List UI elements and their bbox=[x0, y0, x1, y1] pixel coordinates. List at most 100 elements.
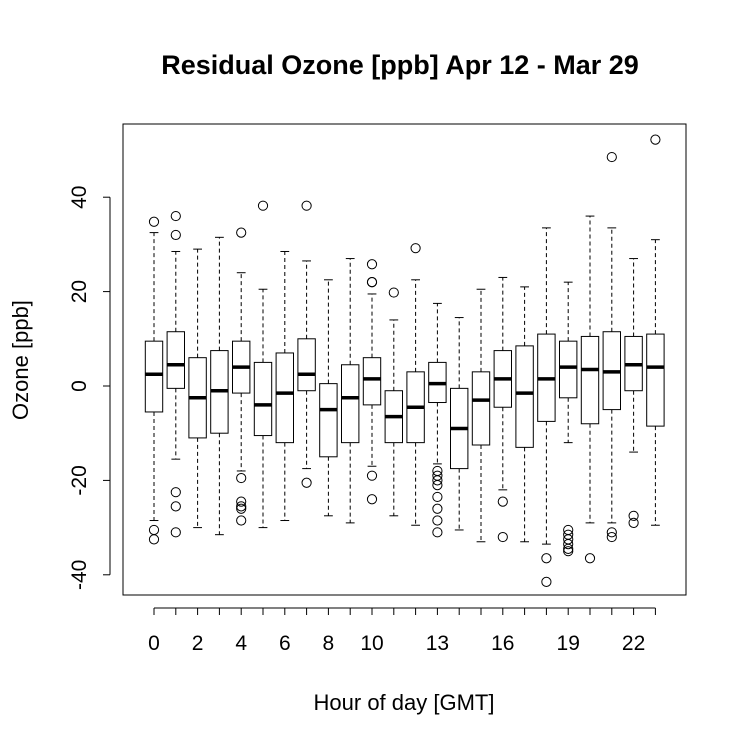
outlier-point bbox=[366, 259, 378, 270]
boxes-layer bbox=[144, 134, 665, 587]
box-hour-14 bbox=[450, 317, 469, 531]
outlier-point bbox=[432, 515, 443, 526]
box-hour-0 bbox=[144, 216, 164, 545]
outlier-point bbox=[148, 216, 160, 227]
iqr-box bbox=[166, 331, 186, 389]
y-tick-label: 20 bbox=[68, 280, 91, 303]
x-tick-label: 4 bbox=[235, 632, 247, 655]
box-hour-17 bbox=[515, 286, 534, 543]
outlier-point bbox=[170, 501, 181, 512]
outlier-point bbox=[148, 524, 160, 536]
iqr-box bbox=[362, 357, 382, 406]
box-hour-10 bbox=[362, 259, 382, 505]
y-tick-label: 40 bbox=[68, 186, 91, 209]
box-hour-9 bbox=[341, 258, 360, 524]
outlier-point bbox=[236, 515, 247, 526]
outlier-point bbox=[432, 491, 443, 503]
outlier-point bbox=[432, 527, 443, 538]
outlier-point bbox=[541, 576, 552, 587]
x-tick-label: 0 bbox=[148, 632, 160, 655]
outlier-point bbox=[563, 543, 574, 554]
box-hour-16 bbox=[493, 276, 513, 543]
x-axis: 0 2 4 6 8 10 13 16 19 22 bbox=[148, 607, 656, 655]
outlier-point bbox=[301, 477, 312, 488]
y-axis: -40 -20 0 20 40 bbox=[68, 186, 111, 590]
box-hour-19 bbox=[559, 281, 578, 557]
outlier-point bbox=[650, 134, 661, 145]
outlier-point bbox=[432, 503, 443, 514]
iqr-box bbox=[319, 383, 338, 458]
x-tick-label: 6 bbox=[279, 632, 291, 655]
box-hour-7 bbox=[297, 200, 316, 488]
outlier-point bbox=[606, 527, 617, 538]
x-tick-label: 13 bbox=[426, 632, 449, 655]
y-tick-label: -40 bbox=[68, 560, 91, 590]
iqr-box bbox=[253, 361, 273, 437]
outlier-point bbox=[628, 517, 639, 528]
box-hour-11 bbox=[384, 287, 404, 517]
outlier-point bbox=[170, 487, 181, 498]
outlier-point bbox=[170, 210, 181, 222]
iqr-box bbox=[297, 338, 316, 392]
x-tick-label: 8 bbox=[323, 632, 335, 655]
box-hour-18 bbox=[537, 227, 556, 587]
iqr-box bbox=[515, 345, 534, 448]
box-hour-3 bbox=[210, 236, 229, 536]
box-hour-2 bbox=[188, 248, 207, 529]
outlier-point bbox=[366, 277, 378, 288]
outlier-point bbox=[301, 200, 312, 211]
chart-title: Residual Ozone [ppb] Apr 12 - Mar 29 bbox=[161, 50, 639, 80]
outlier-point bbox=[388, 287, 399, 298]
box-hour-1 bbox=[166, 210, 186, 538]
outlier-point bbox=[236, 501, 247, 512]
outlier-point bbox=[236, 472, 247, 484]
box-hour-8 bbox=[319, 279, 338, 517]
outlier-point bbox=[584, 553, 596, 564]
x-axis-label: Hour of day [GMT] bbox=[314, 690, 495, 715]
outlier-point bbox=[563, 539, 574, 550]
y-axis-label: Ozone [ppb] bbox=[8, 300, 33, 420]
box-hour-12 bbox=[406, 243, 425, 526]
iqr-box bbox=[646, 333, 665, 427]
box-hour-21 bbox=[602, 151, 621, 543]
outlier-point bbox=[148, 534, 160, 545]
outlier-point bbox=[628, 510, 639, 521]
outlier-point bbox=[236, 496, 247, 507]
iqr-box bbox=[471, 371, 491, 446]
iqr-box bbox=[580, 335, 600, 425]
outlier-point bbox=[410, 243, 421, 254]
box-hour-22 bbox=[624, 258, 643, 528]
outlier-point bbox=[257, 200, 269, 211]
plot-frame bbox=[122, 123, 687, 596]
x-tick-label: 22 bbox=[622, 632, 645, 655]
outlier-point bbox=[563, 546, 574, 557]
outlier-point bbox=[366, 470, 378, 481]
iqr-box bbox=[144, 340, 164, 413]
x-tick-label: 16 bbox=[491, 632, 514, 655]
box-hour-5 bbox=[253, 200, 273, 529]
box-hour-15 bbox=[471, 288, 491, 543]
x-tick-label: 10 bbox=[360, 632, 383, 655]
y-tick-label: -20 bbox=[68, 465, 91, 495]
box-hour-4 bbox=[232, 227, 251, 526]
outlier-point bbox=[366, 494, 378, 505]
box-hour-13 bbox=[428, 302, 447, 538]
x-tick-label: 19 bbox=[557, 632, 580, 655]
outlier-point bbox=[432, 475, 443, 486]
iqr-box bbox=[341, 364, 360, 444]
outlier-point bbox=[236, 503, 247, 514]
outlier-point bbox=[606, 531, 617, 543]
outlier-point bbox=[497, 496, 508, 507]
iqr-box bbox=[275, 352, 295, 444]
x-tick-label: 2 bbox=[192, 632, 204, 655]
box-hour-20 bbox=[580, 215, 600, 564]
outlier-point bbox=[170, 229, 181, 241]
outlier-point bbox=[541, 553, 552, 564]
outlier-point bbox=[497, 531, 508, 543]
y-tick-label: 0 bbox=[68, 380, 91, 392]
outlier-point bbox=[236, 227, 247, 238]
outlier-point bbox=[606, 151, 617, 163]
outlier-point bbox=[432, 480, 443, 491]
iqr-box bbox=[559, 340, 578, 399]
